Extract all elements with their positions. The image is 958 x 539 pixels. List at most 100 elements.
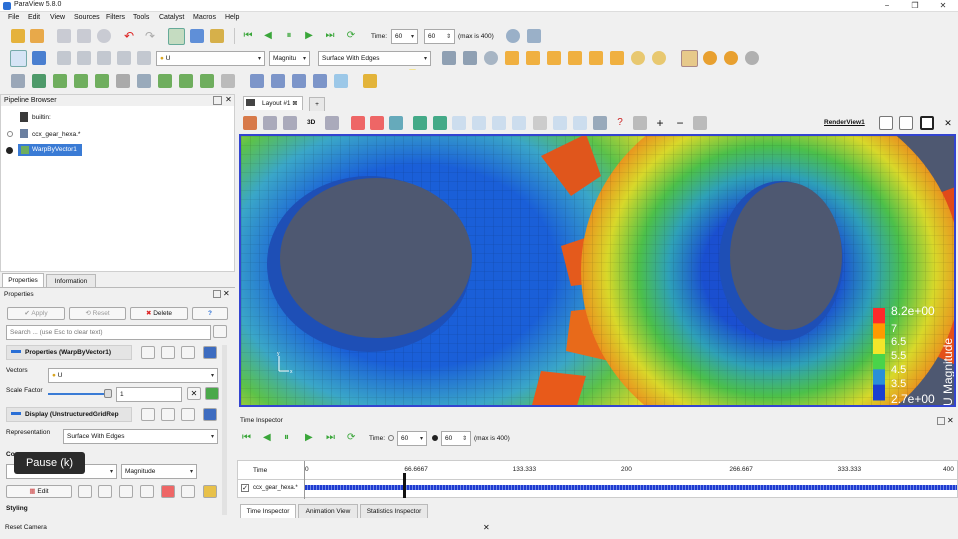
edit-colormap-button[interactable]: ▦ Edit — [6, 485, 72, 498]
close-panel-icon[interactable]: ✕ — [225, 95, 232, 104]
python-shell-icon[interactable] — [250, 74, 264, 88]
pause-icon[interactable]: ⏸ — [284, 432, 289, 443]
threshold-icon[interactable] — [95, 74, 109, 88]
pipeline-item-builtin[interactable]: builtin: — [32, 114, 51, 121]
disconnect-icon[interactable] — [77, 29, 91, 43]
last-frame-icon[interactable]: ⏭ — [325, 30, 335, 41]
group-datasets-icon[interactable] — [200, 74, 214, 88]
maximize-button[interactable]: ❐ — [911, 1, 919, 10]
orientation-axes-icon[interactable] — [681, 50, 698, 67]
hover-cells-icon[interactable] — [492, 116, 506, 130]
pipeline-item-reader[interactable]: ccx_gear_hexa.* — [32, 131, 81, 138]
trace-icon[interactable] — [292, 74, 306, 88]
menu-sources[interactable]: Sources — [74, 14, 100, 21]
zoom-out-icon[interactable]: − — [676, 116, 684, 130]
clear-icon[interactable]: ✕ — [187, 387, 201, 400]
slice-icon[interactable] — [74, 74, 88, 88]
toggle-legend-icon[interactable] — [181, 485, 195, 498]
reset-session-icon[interactable] — [97, 29, 111, 43]
undo-icon[interactable]: ↶ — [123, 29, 135, 43]
color-component-combo[interactable]: Magnitu ▾ — [269, 51, 310, 66]
float-panel-icon[interactable] — [213, 96, 222, 105]
tab-statistics-inspector[interactable]: Statistics Inspector — [360, 504, 428, 518]
menu-macros[interactable]: Macros — [193, 14, 216, 21]
warp-vector-icon[interactable] — [179, 74, 193, 88]
shrink-selection-icon[interactable] — [553, 116, 567, 130]
pipeline-item-selected[interactable]: WarpByVector1 — [18, 144, 82, 156]
advanced-gear-icon[interactable] — [213, 325, 227, 338]
scale-factor-slider-handle[interactable] — [104, 389, 112, 398]
loop-icon[interactable]: ⟳ — [347, 432, 356, 443]
visibility-eye-icon[interactable] — [7, 131, 13, 137]
spreadsheet-icon[interactable] — [271, 74, 285, 88]
rescale-icon[interactable] — [78, 485, 92, 498]
select-block-icon[interactable] — [512, 116, 526, 130]
clear-selection-icon[interactable] — [693, 116, 707, 130]
zoom-box-icon[interactable] — [484, 51, 498, 65]
grow-selection-icon[interactable] — [533, 116, 547, 130]
toggle-legend-icon[interactable] — [117, 51, 131, 65]
extract-level-icon[interactable] — [221, 74, 235, 88]
connect-icon[interactable] — [57, 29, 71, 43]
color-map-editor-icon[interactable] — [10, 50, 27, 67]
paste-icon[interactable] — [161, 346, 175, 359]
split-horizontal-icon[interactable] — [879, 116, 893, 130]
reload-icon[interactable] — [181, 346, 195, 359]
next-frame-icon[interactable]: ▶ — [305, 432, 313, 443]
menu-file[interactable]: File — [8, 14, 20, 21]
zoom-to-data-icon[interactable] — [463, 51, 477, 65]
reset-camera-icon[interactable] — [442, 51, 456, 65]
hover-points-icon[interactable] — [472, 116, 486, 130]
open-folder-icon[interactable] — [11, 29, 25, 43]
timeline-axis[interactable]: 0 66.6667 133.333 200 266.667 333.333 400 — [305, 461, 958, 499]
contour-icon[interactable] — [32, 74, 46, 88]
reset-center-icon[interactable] — [724, 51, 738, 65]
color-preset-icon[interactable] — [203, 485, 217, 498]
float-panel-icon[interactable] — [213, 290, 221, 298]
tab-information[interactable]: Information — [46, 274, 96, 288]
rescale-temporal-icon[interactable] — [97, 51, 111, 65]
edit-selection-icon[interactable] — [573, 116, 587, 130]
extract-subset-icon[interactable] — [116, 74, 130, 88]
tab-time-inspector[interactable]: Time Inspector — [240, 504, 296, 518]
apply-button[interactable]: ✔ Apply — [7, 307, 65, 320]
tab-properties[interactable]: Properties — [2, 273, 44, 287]
view-plus-y-icon[interactable] — [547, 51, 561, 65]
minimize-button[interactable]: − — [884, 1, 890, 10]
loop-icon[interactable]: ⟳ — [346, 30, 356, 41]
close-panel-icon[interactable]: ✕ — [223, 289, 230, 298]
select-points-icon[interactable] — [190, 29, 204, 43]
clip-icon[interactable] — [53, 74, 67, 88]
vectors-combo[interactable]: ● U ▾ — [48, 368, 218, 383]
section-properties[interactable]: Properties (WarpByVector1) — [6, 345, 132, 360]
pick-center-icon[interactable] — [745, 51, 759, 65]
view-minus-x-icon[interactable] — [526, 51, 540, 65]
scale-factor-input[interactable]: 1 — [116, 387, 182, 402]
close-view-icon[interactable]: ✕ — [944, 118, 952, 128]
previous-frame-icon[interactable]: ◀ — [264, 30, 272, 41]
rescale-custom-icon[interactable] — [98, 485, 112, 498]
camera-undo-icon[interactable] — [263, 116, 277, 130]
color-preset-icon[interactable] — [137, 51, 151, 65]
gear-render[interactable]: y x — [241, 136, 956, 407]
representation-dropdown[interactable]: Surface With Edges ▾ — [63, 429, 218, 444]
ruler-icon[interactable] — [363, 74, 377, 88]
paste-icon[interactable] — [161, 408, 175, 421]
palette-icon[interactable] — [210, 29, 224, 43]
split-vertical-icon[interactable] — [899, 116, 913, 130]
refresh-icon[interactable] — [205, 387, 219, 400]
time-index-spinbox[interactable]: 60 ⇕ — [441, 431, 471, 446]
glyph-icon[interactable] — [137, 74, 151, 88]
tab-animation-view[interactable]: Animation View — [298, 504, 358, 518]
representation-combo[interactable]: Surface With Edges ▾ — [318, 51, 431, 66]
calculator-icon[interactable] — [11, 74, 25, 88]
properties-scrollbar[interactable] — [222, 345, 227, 515]
add-layout-tab[interactable]: + — [309, 97, 325, 111]
view-minus-z-icon[interactable] — [610, 51, 624, 65]
search-properties-input[interactable]: Search ... (use Esc to clear text) — [6, 325, 211, 340]
section-display[interactable]: Display (UnstructuredGridRep — [6, 407, 132, 422]
pause-icon[interactable]: ⏸ — [286, 30, 292, 41]
rescale-temporal-icon[interactable] — [140, 485, 154, 498]
snowflake-icon[interactable] — [334, 74, 348, 88]
maximize-view-icon[interactable] — [920, 116, 934, 130]
